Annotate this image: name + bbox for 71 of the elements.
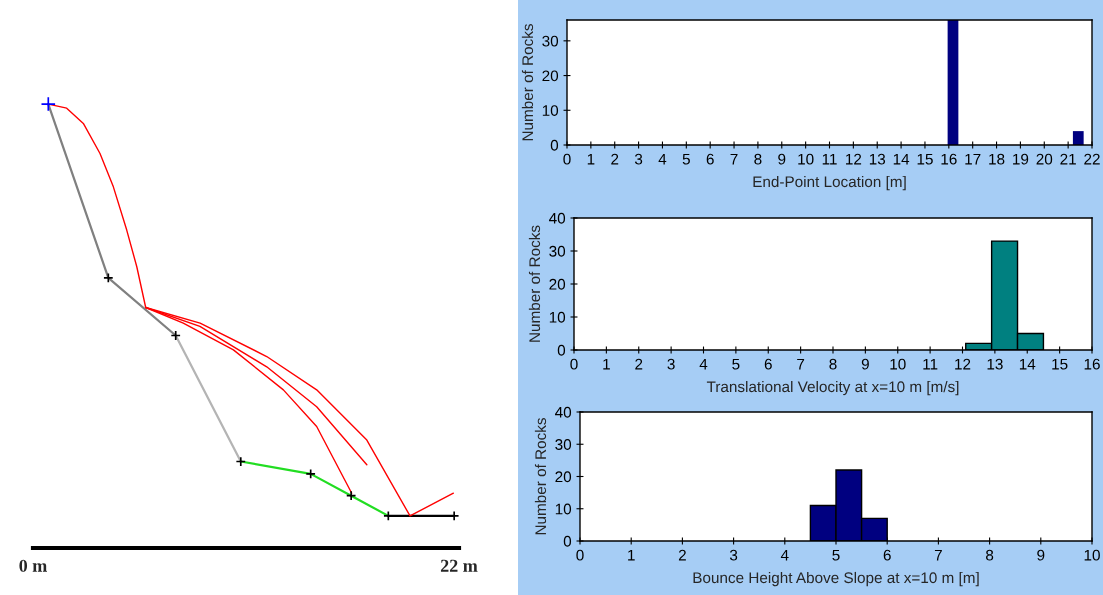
x-tick-label: 2 — [635, 358, 643, 370]
y-axis-title: Number of Rocks — [534, 418, 547, 535]
x-tick-label: 8 — [829, 358, 837, 370]
x-tick-label: 3 — [667, 358, 675, 370]
x-tick-label: 16 — [941, 153, 957, 165]
x-tick-label: 0 — [576, 549, 584, 561]
x-tick-label: 0 m — [19, 559, 47, 572]
x-tick-label: 6 — [706, 153, 714, 165]
y-tick-label: 10 — [555, 503, 572, 515]
x-tick-label: 5 — [832, 549, 840, 561]
x-tick-label: 3 — [634, 153, 643, 165]
x-tick-label: 4 — [658, 153, 667, 165]
x-tick-label: 15 — [917, 153, 933, 165]
x-tick-label: 6 — [883, 549, 891, 561]
x-tick-label: 4 — [699, 358, 708, 370]
x-tick-label: 2 — [611, 153, 619, 165]
y-tick-label: 30 — [542, 35, 559, 47]
x-tick-label: 10 — [1084, 549, 1100, 561]
x-tick-label: 7 — [934, 549, 942, 561]
y-tick-label: 20 — [555, 471, 572, 483]
x-tick-label: 6 — [764, 358, 772, 370]
x-tick-label: 22 — [1084, 153, 1100, 165]
y-tick-label: 0 — [563, 535, 572, 547]
x-tick-label: 1 — [587, 153, 595, 165]
x-tick-label: 9 — [1037, 549, 1045, 561]
x-tick-label: 4 — [780, 549, 789, 561]
y-tick-label: 0 — [557, 344, 566, 356]
x-tick-label: 11 — [822, 153, 837, 165]
x-tick-label: 16 — [1084, 358, 1100, 370]
x-tick-label: 9 — [778, 153, 786, 165]
x-tick-label: 18 — [989, 153, 1005, 165]
x-tick-label: 5 — [682, 153, 690, 165]
y-tick-label: 30 — [555, 439, 572, 450]
x-tick-label: 21 — [1060, 153, 1076, 165]
x-tick-label: 13 — [869, 153, 886, 165]
y-axis-title: Number of Rocks — [528, 225, 541, 342]
y-tick-label: 40 — [549, 212, 566, 224]
x-axis-title: Bounce Height Above Slope at x=10 m [m] — [693, 571, 979, 587]
x-tick-label: 15 — [1052, 358, 1068, 370]
x-tick-label: 9 — [861, 358, 869, 370]
x-tick-label: 12 — [955, 358, 971, 370]
x-tick-label: 11 — [923, 358, 938, 370]
x-tick-label: 10 — [798, 153, 814, 165]
x-tick-label: 7 — [730, 153, 738, 165]
x-tick-label: 17 — [965, 153, 981, 165]
x-tick-label: 14 — [1019, 358, 1036, 370]
x-tick-label: 20 — [1036, 153, 1053, 165]
x-tick-label: 1 — [603, 358, 610, 370]
x-tick-label: 8 — [986, 549, 994, 561]
y-axis-title: Number of Rocks — [521, 24, 534, 141]
x-axis-title: Translational Velocity at x=10 m [m/s] — [706, 380, 959, 396]
x-tick-label: 10 — [890, 358, 906, 370]
x-tick-label: 8 — [754, 153, 762, 165]
x-tick-label: 2 — [678, 549, 686, 561]
x-tick-label: 14 — [893, 153, 910, 165]
x-tick-label: 1 — [628, 549, 635, 561]
x-tick-label: 12 — [846, 153, 862, 165]
y-tick-label: 20 — [549, 278, 566, 290]
x-tick-label: 22 m — [440, 559, 478, 572]
y-tick-label: 10 — [549, 311, 566, 323]
y-tick-label: 40 — [555, 406, 572, 418]
y-tick-label: 0 — [550, 139, 559, 151]
x-tick-label: 5 — [732, 358, 740, 370]
x-tick-label: 19 — [1013, 153, 1029, 165]
y-tick-label: 20 — [542, 70, 559, 82]
y-tick-label: 30 — [549, 245, 566, 257]
x-axis-title: End-Point Location [m] — [753, 175, 906, 191]
x-tick-label: 7 — [797, 358, 805, 370]
y-tick-label: 10 — [542, 105, 559, 116]
x-tick-label: 3 — [729, 549, 738, 561]
x-tick-label: 13 — [987, 358, 1003, 370]
